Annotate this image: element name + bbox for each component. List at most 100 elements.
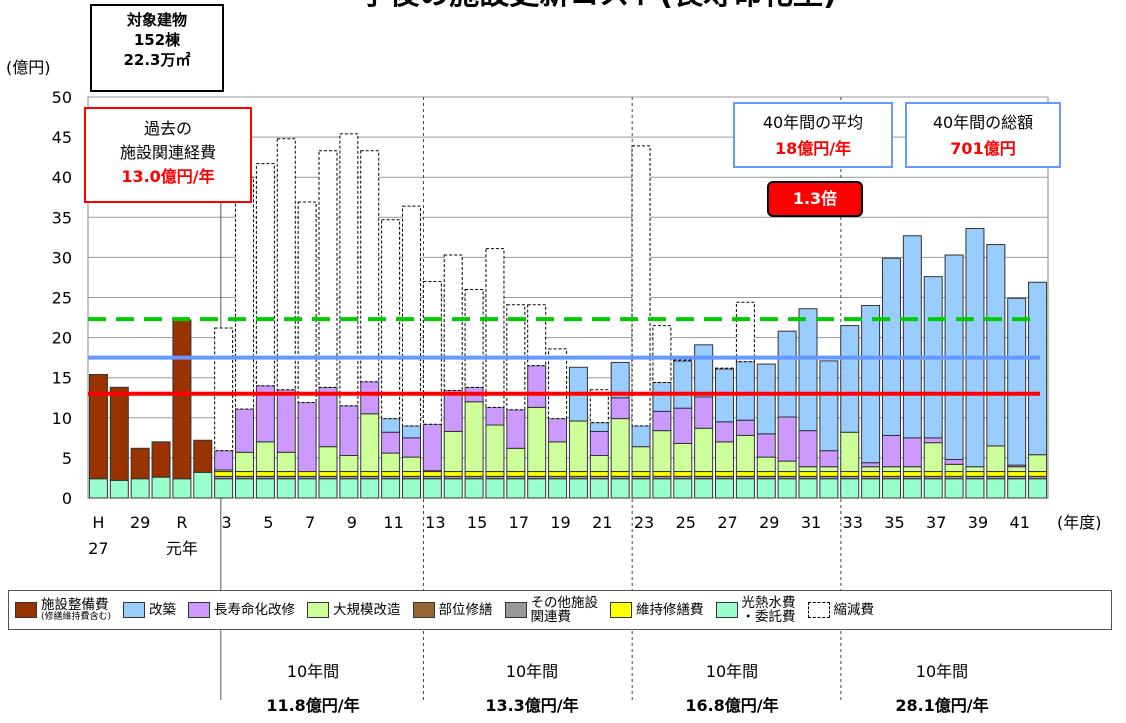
bar-utility — [840, 478, 860, 499]
decade-label: 10年間 — [505, 662, 559, 681]
bar-life-extension — [673, 407, 693, 444]
legend: 施設整備費 (修繕維持費含む) 改築 長寿命化改修 大規模改造 部位修繕 その他施設 関連費… — [8, 590, 1112, 630]
y-axis: 0 5 10 15 20 25 30 35 40 45 50 — [52, 88, 72, 508]
bar-utility — [986, 478, 1006, 499]
bar-utility — [193, 471, 213, 499]
legend-label: 維持修繕費 — [636, 602, 704, 618]
bar-rebuild — [965, 228, 985, 468]
bar-reduction — [735, 301, 755, 363]
bar-utility — [548, 478, 568, 499]
legend-swatch — [307, 602, 330, 618]
bar-major-renovation — [756, 456, 776, 473]
bar-life-extension — [381, 431, 401, 454]
x-tick-label: 15 — [467, 513, 487, 532]
bar-utility — [652, 478, 672, 499]
bar-facility — [172, 319, 192, 480]
bar-life-extension — [214, 450, 234, 471]
bar-maintenance — [694, 471, 714, 477]
y-tick-label: 25 — [52, 289, 72, 308]
x-tick-label: 29 — [130, 513, 150, 532]
bar-life-extension — [318, 386, 338, 448]
x-tick-label: 27 — [717, 513, 737, 532]
bar-major-renovation — [902, 466, 922, 473]
bar-reduction — [631, 145, 651, 427]
bar-life-extension — [861, 462, 881, 468]
bar-utility — [527, 478, 547, 499]
x-tick-label: 37 — [926, 513, 946, 532]
bar-utility — [401, 478, 421, 499]
bar-maintenance — [861, 471, 881, 477]
bar-maintenance — [944, 471, 964, 477]
bar-utility — [464, 478, 484, 499]
legend-item: 改築 — [123, 602, 176, 618]
bar-maintenance — [214, 471, 234, 477]
bar-major-renovation — [318, 446, 338, 473]
average-value: 18億円/年 — [774, 139, 852, 158]
bar-major-renovation — [589, 454, 609, 473]
x-tick-label: 19 — [550, 513, 570, 532]
legend-item: 光熱水費 ・委託費 — [715, 596, 796, 624]
x-tick-label: 5 — [263, 513, 273, 532]
x-tick-label: 39 — [968, 513, 988, 532]
bar-utility — [631, 478, 651, 499]
x-tick-label: 25 — [676, 513, 696, 532]
bar-life-extension — [276, 389, 296, 453]
bar-life-extension — [652, 410, 672, 432]
y-tick-label: 5 — [62, 449, 72, 468]
bar-major-renovation — [986, 445, 1006, 473]
y-tick-label: 0 — [62, 489, 72, 508]
bar-life-extension — [715, 421, 735, 443]
bar-life-extension — [422, 423, 442, 472]
legend-item: 縮減費 — [807, 602, 875, 618]
bar-major-renovation — [610, 418, 630, 473]
x-tick-label: 41 — [1010, 513, 1030, 532]
past-expense-box: 過去の 施設関連経費 13.0億円/年 — [84, 107, 252, 203]
legend-label: 改築 — [149, 602, 177, 618]
bar-reduction — [235, 176, 255, 410]
bar-utility — [485, 478, 505, 499]
bar-maintenance — [360, 471, 380, 477]
decade-value: 13.3億円/年 — [485, 696, 579, 715]
x-tick-label: 31 — [801, 513, 821, 532]
legend-label: 縮減費 — [833, 602, 875, 618]
bar-major-renovation — [548, 441, 568, 473]
decade-label: 10年間 — [705, 662, 759, 681]
decade-value: 11.8億円/年 — [266, 696, 360, 715]
bar-major-renovation — [506, 447, 526, 473]
bar-major-renovation — [339, 454, 359, 473]
bar-rebuild — [673, 360, 693, 409]
bar-rebuild — [401, 425, 421, 439]
bar-life-extension — [881, 434, 901, 468]
x-tick-label: 29 — [759, 513, 779, 532]
bar-utility — [360, 478, 380, 499]
bar-utility — [422, 478, 442, 499]
bar-reduction — [548, 348, 568, 420]
bar-maintenance — [1028, 471, 1048, 477]
legend-swatch — [412, 602, 435, 618]
bar-maintenance — [422, 471, 442, 477]
bar-reduction — [276, 138, 296, 391]
bar-major-renovation — [631, 446, 651, 473]
bar-maintenance — [631, 471, 651, 477]
bar-major-renovation — [923, 442, 943, 473]
bar-utility — [610, 478, 630, 499]
bar-rebuild — [986, 244, 1006, 447]
bar-reduction — [255, 163, 275, 387]
bar-rebuild — [902, 235, 922, 439]
bar-maintenance — [318, 471, 338, 477]
bar-major-renovation — [255, 441, 275, 473]
building-count: 152棟 — [133, 31, 181, 49]
bar-maintenance — [401, 471, 421, 477]
y-tick-label: 15 — [52, 369, 72, 388]
bar-life-extension — [923, 437, 943, 444]
legend-label: その他施設 関連費 — [530, 595, 599, 625]
x-tick-label: 35 — [884, 513, 904, 532]
bar-rebuild — [1028, 281, 1048, 456]
bar-maintenance — [255, 471, 275, 477]
bar-major-renovation — [1028, 454, 1048, 473]
bar-utility — [318, 478, 338, 499]
bar-major-renovation — [840, 431, 860, 473]
bar-life-extension — [360, 381, 380, 415]
